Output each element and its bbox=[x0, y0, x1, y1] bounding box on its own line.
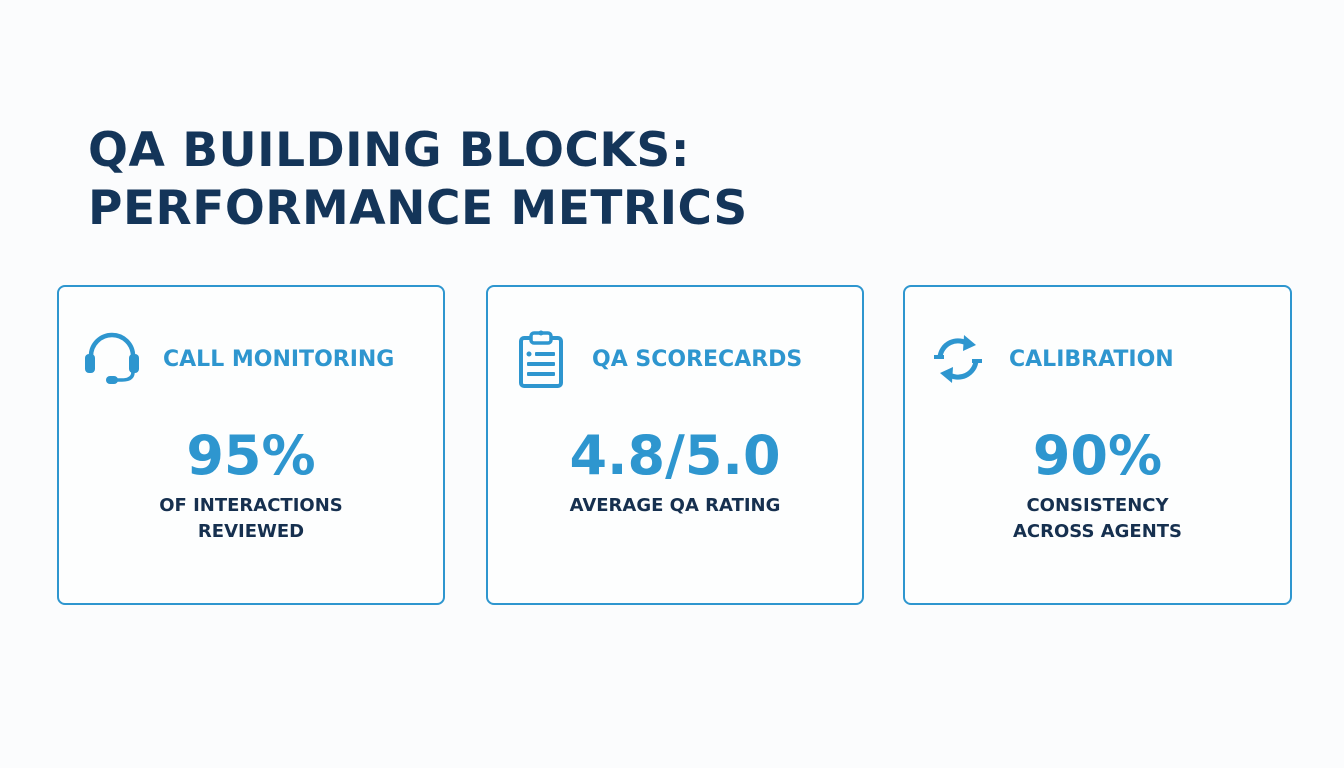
card-body: 95% OF INTERACTIONS REVIEWED bbox=[59, 425, 443, 545]
card-heading: CALIBRATION bbox=[1009, 346, 1174, 372]
metric-label: CONSISTENCY ACROSS AGENTS bbox=[1013, 495, 1182, 542]
refresh-arrows-icon bbox=[927, 329, 989, 389]
title-line-2: PERFORMANCE METRICS bbox=[88, 181, 748, 236]
card-header: CALL MONITORING bbox=[81, 329, 433, 389]
card-body: 90% CONSISTENCY ACROSS AGENTS bbox=[905, 425, 1290, 545]
headset-icon bbox=[81, 329, 143, 389]
metric-card-calibration: CALIBRATION 90% CONSISTENCY ACROSS AGENT… bbox=[903, 285, 1292, 605]
card-header: QA SCORECARDS bbox=[510, 329, 852, 389]
metric-value: 95% bbox=[186, 424, 316, 487]
metric-card-qa-scorecards: QA SCORECARDS 4.8/5.0 AVERAGE QA RATING bbox=[486, 285, 864, 605]
metric-label: OF INTERACTIONS REVIEWED bbox=[159, 495, 343, 542]
metric-card-call-monitoring: CALL MONITORING 95% OF INTERACTIONS REVI… bbox=[57, 285, 445, 605]
title-line-1: QA BUILDING BLOCKS: bbox=[88, 123, 691, 178]
card-body: 4.8/5.0 AVERAGE QA RATING bbox=[488, 425, 862, 519]
card-header: CALIBRATION bbox=[927, 329, 1280, 389]
metric-value: 90% bbox=[1032, 424, 1163, 487]
card-heading: CALL MONITORING bbox=[163, 346, 395, 372]
metric-label: AVERAGE QA RATING bbox=[569, 495, 781, 516]
card-heading: QA SCORECARDS bbox=[592, 346, 803, 372]
page-title: QA BUILDING BLOCKS: PERFORMANCE METRICS bbox=[88, 122, 748, 238]
metric-value: 4.8/5.0 bbox=[569, 424, 781, 487]
clipboard-icon bbox=[510, 329, 572, 389]
